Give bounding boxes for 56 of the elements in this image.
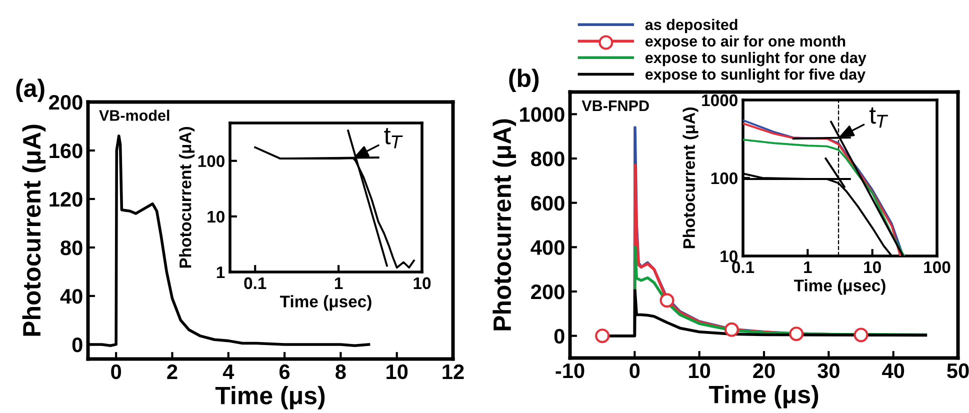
- x-tick-label: 10: [414, 277, 431, 290]
- y-tick-label: 400: [530, 240, 564, 255]
- x-tick-label: 6: [280, 364, 290, 380]
- x-tick-label: 0.1: [244, 277, 266, 290]
- x-tick-label: 10: [864, 261, 881, 274]
- y-tick-label: 100: [711, 172, 738, 184]
- annotation: t$_{T}$: [384, 128, 403, 148]
- y-tick-label: 1000: [702, 94, 738, 106]
- x-axis-title: Time (μsec): [794, 279, 886, 295]
- x-tick-label: 40: [882, 363, 904, 378]
- x-tick-label: 20: [753, 363, 775, 378]
- text: (a): [16, 78, 44, 102]
- y-tick-label: 800: [531, 152, 564, 166]
- x-tick-label: 4: [222, 364, 234, 379]
- legend-label: expose to air for one month: [645, 35, 846, 50]
- y-tick-label: 120: [50, 192, 82, 207]
- y-tick-label: 0: [72, 337, 82, 352]
- annotation: t$_{T}$: [869, 107, 888, 128]
- x-tick-label: 1: [334, 277, 343, 289]
- text: (b): [509, 68, 539, 92]
- x-axis-title: Time (μs): [215, 386, 325, 410]
- x-tick-label: 10: [689, 363, 710, 378]
- legend-label: expose to sunlight for five day: [645, 68, 866, 83]
- y-tick-label: 10: [720, 250, 738, 262]
- y-axis-title: Photocurrent (μA): [22, 124, 46, 336]
- annotation: VB-FNPD: [582, 100, 649, 112]
- legend-label: as deposited: [645, 18, 738, 34]
- y-tick-label: 100: [198, 155, 224, 168]
- y-tick-label: 200: [49, 95, 82, 110]
- y-tick-label: 600: [531, 196, 564, 211]
- y-tick-label: 80: [60, 240, 82, 256]
- x-tick-label: 8: [336, 364, 346, 380]
- legend-label: expose to sunlight for one day: [645, 52, 866, 66]
- y-tick-label: 40: [60, 288, 82, 304]
- x-axis-title: Time (μsec): [280, 295, 372, 311]
- x-tick-label: 12: [442, 364, 464, 379]
- y-tick-label: 10: [208, 210, 224, 223]
- x-tick-label: 10: [386, 364, 408, 380]
- y-axis-title: Photocurrent (μA): [492, 119, 516, 330]
- y-tick-label: 1000: [520, 107, 564, 122]
- y-tick-label: 0: [554, 328, 564, 344]
- y-axis-title: Photocurrent (μA): [682, 108, 698, 248]
- annotation: VB-model: [99, 110, 170, 121]
- x-tick-label: 50: [947, 363, 969, 378]
- y-axis-title: Photocurrent (μA): [179, 127, 195, 268]
- x-tick-label: 2: [167, 364, 178, 379]
- x-tick-label: -10: [556, 363, 584, 378]
- y-tick-label: 200: [531, 284, 564, 300]
- x-tick-label: 0: [111, 364, 122, 380]
- x-tick-label: 0: [630, 363, 640, 378]
- x-tick-label: 1: [804, 261, 812, 273]
- y-tick-label: 160: [50, 143, 82, 158]
- x-tick-label: 100: [924, 261, 950, 274]
- x-tick-label: 0.1: [732, 261, 754, 274]
- x-tick-label: 30: [818, 363, 840, 378]
- x-axis-title: Time (μs): [708, 385, 818, 408]
